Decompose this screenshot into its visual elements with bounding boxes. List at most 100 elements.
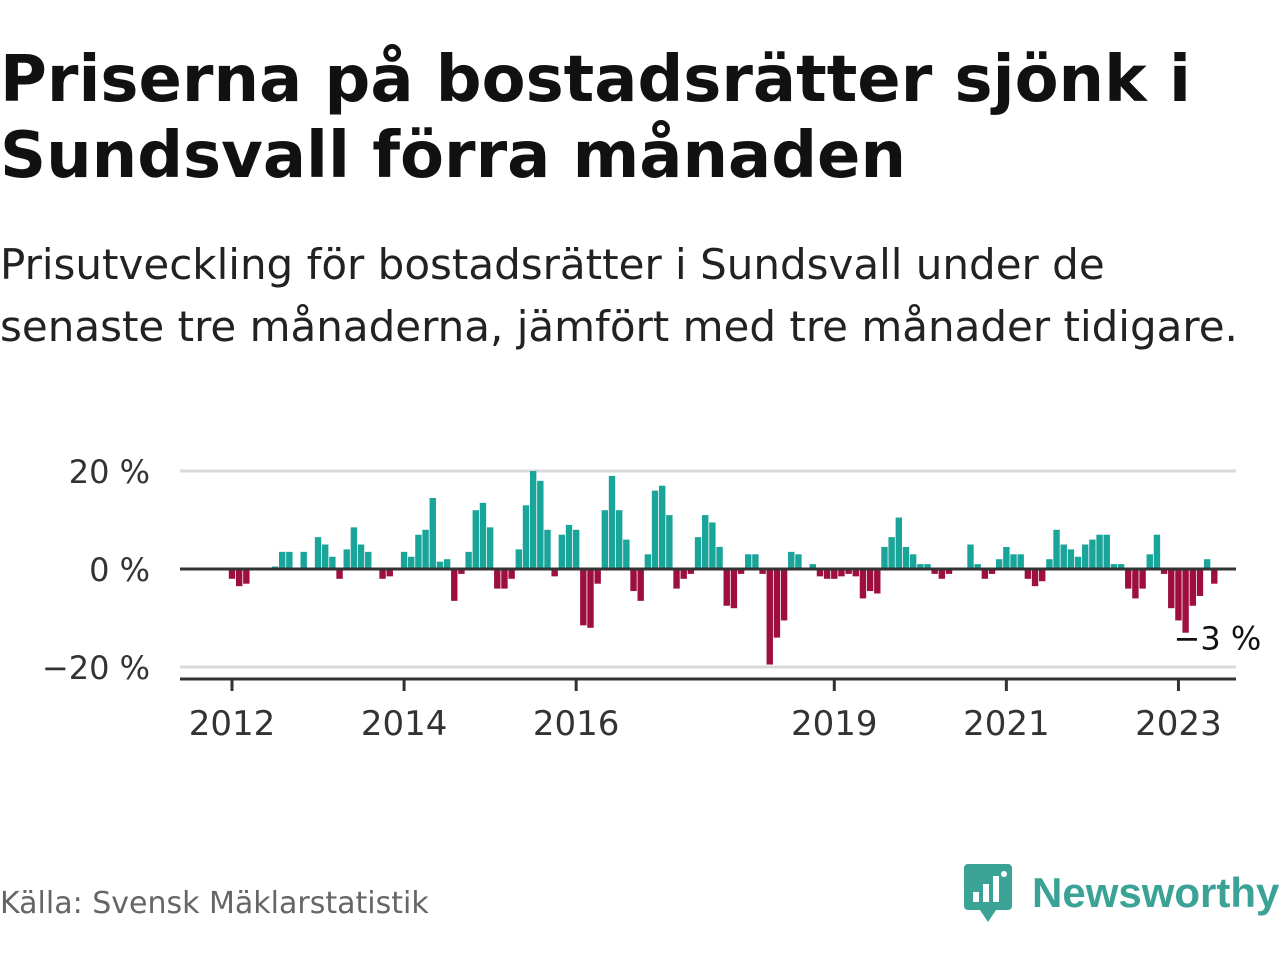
bar [823,569,831,579]
bar [408,556,415,569]
bar [1039,569,1046,582]
bar [486,527,494,569]
y-tick-label: −20 % [42,649,150,687]
bar [615,510,623,569]
bar [228,569,236,579]
bars [228,471,1218,665]
bar [680,569,687,579]
bar [637,569,644,601]
bar [1067,549,1075,569]
bar [544,529,551,569]
bar [1024,569,1032,579]
bar [917,564,924,569]
x-tick-label: 2016 [533,704,620,744]
bar [1053,529,1060,569]
bar [666,515,673,569]
bar [1175,569,1182,621]
bar [1153,534,1161,569]
bar [1125,569,1132,589]
bar [788,551,795,569]
bar [443,559,451,569]
bar [429,497,436,569]
bar [651,490,659,569]
bar [967,544,974,569]
bar [752,554,759,569]
bar [472,510,479,569]
bar [945,569,953,574]
bar [709,522,716,569]
bar [874,569,881,594]
bar [537,480,544,569]
bar [924,564,931,569]
bar [357,544,365,569]
chart-subtitle: Prisutveckling för bostadsrätter i Sunds… [0,240,1238,351]
bar [1189,569,1196,606]
bar [529,471,537,569]
bar [451,569,458,601]
bar [838,569,845,577]
bar [415,534,422,569]
bar [1010,554,1017,569]
bar [436,561,444,569]
bar [659,485,666,569]
bar [988,569,996,574]
bar [1017,554,1024,569]
bar [522,505,530,569]
grid-lines [180,469,1236,669]
bar [350,527,358,569]
latest-value-label: −3 % [1174,620,1262,658]
bar [1160,569,1168,574]
x-axis: 2012 2014 2016 2019 2021 2023 [180,677,1236,744]
bar [1060,544,1067,569]
bar [278,551,286,569]
bar [336,569,343,579]
bar [716,546,723,569]
bar [745,554,752,569]
bar [587,569,594,628]
x-tick-label: 2014 [361,704,448,744]
bar [995,559,1003,569]
bar [737,569,745,574]
bar [594,569,601,584]
bar [780,569,788,621]
bar [479,502,487,569]
bar [702,515,709,569]
bar [386,569,393,577]
bar [1089,539,1096,569]
bar [981,569,989,579]
bar [845,569,852,574]
bar [644,554,652,569]
bar [1082,544,1089,569]
newsworthy-logo: Newsworthy [962,862,1279,924]
bar [1096,534,1103,569]
bar [831,569,838,579]
bar [1003,546,1010,569]
bar [687,569,695,574]
x-tick-label: 2012 [189,704,276,744]
bar [673,569,680,589]
bar [852,569,859,577]
bar [572,529,580,569]
bar [1031,569,1039,587]
bar [1196,569,1204,596]
bar [1074,556,1082,569]
x-tick-label: 2019 [791,704,878,744]
bar [1168,569,1175,609]
bar [974,564,981,569]
bar [881,546,888,569]
bar [1132,569,1139,599]
bar [601,510,609,569]
bar [343,549,350,569]
bar [565,524,573,569]
y-tick-label: 0 % [89,551,150,589]
annotation: −3 % [1171,617,1265,661]
bar [1117,564,1125,569]
bar [630,569,637,592]
bar [1139,569,1146,589]
bar [515,549,522,569]
bar [1146,554,1153,569]
x-tick-label: 2023 [1135,704,1222,744]
bar [859,569,867,599]
bar [888,537,895,569]
bar [809,564,816,569]
